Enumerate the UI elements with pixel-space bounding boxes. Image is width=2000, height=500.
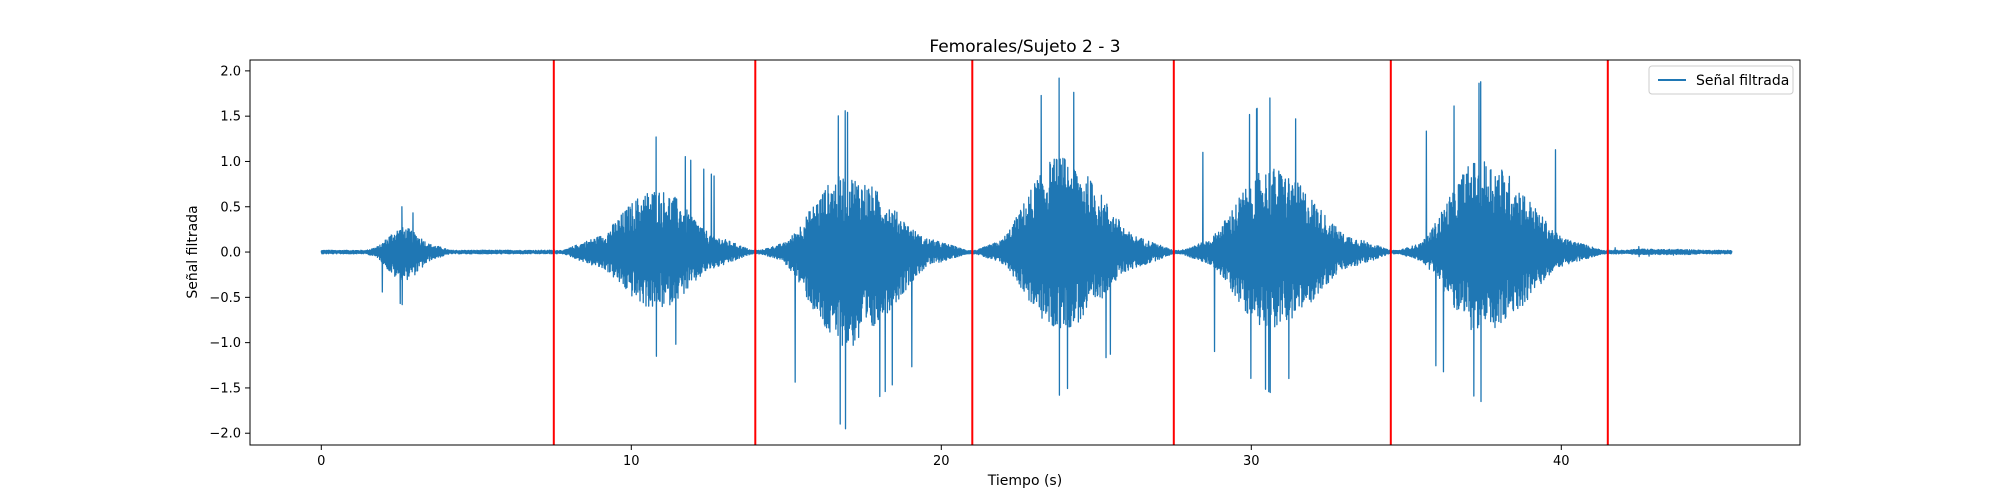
y-tick-label: −0.5 bbox=[209, 291, 241, 306]
x-axis-label: Tiempo (s) bbox=[987, 473, 1062, 489]
y-tick-label: −1.0 bbox=[209, 336, 241, 351]
vertical-markers bbox=[552, 60, 1609, 445]
y-tick-label: 1.5 bbox=[220, 110, 241, 125]
x-axis: 0 10 20 30 40 bbox=[317, 445, 1570, 469]
x-tick-label: 20 bbox=[933, 454, 950, 469]
legend-box bbox=[1648, 65, 1794, 95]
y-tick-label: 0.0 bbox=[220, 246, 241, 261]
chart-title: Femorales/Sujeto 2 - 3 bbox=[929, 37, 1120, 57]
x-tick-label: 30 bbox=[1243, 454, 1260, 469]
x-tick-label: 10 bbox=[623, 454, 640, 469]
x-tick-label: 0 bbox=[317, 454, 325, 469]
y-tick-label: 0.5 bbox=[220, 200, 241, 215]
y-tick-label: 2.0 bbox=[220, 64, 241, 79]
plot-area bbox=[249, 59, 1801, 446]
y-tick-label: 1.0 bbox=[220, 155, 241, 170]
signal-line bbox=[320, 77, 1733, 430]
signal-series bbox=[320, 77, 1733, 430]
y-tick-label: −1.5 bbox=[209, 381, 241, 396]
legend-label: Señal filtrada bbox=[1696, 73, 1789, 89]
y-axis-label: Señal filtrada bbox=[185, 205, 201, 298]
y-tick-label: −2.0 bbox=[209, 427, 241, 442]
x-tick-label: 40 bbox=[1553, 454, 1570, 469]
y-axis: 2.0 1.5 1.0 0.5 0.0 −0.5 −1.0 −1.5 −2.0 bbox=[209, 64, 250, 442]
legend: Señal filtrada bbox=[1648, 65, 1794, 95]
